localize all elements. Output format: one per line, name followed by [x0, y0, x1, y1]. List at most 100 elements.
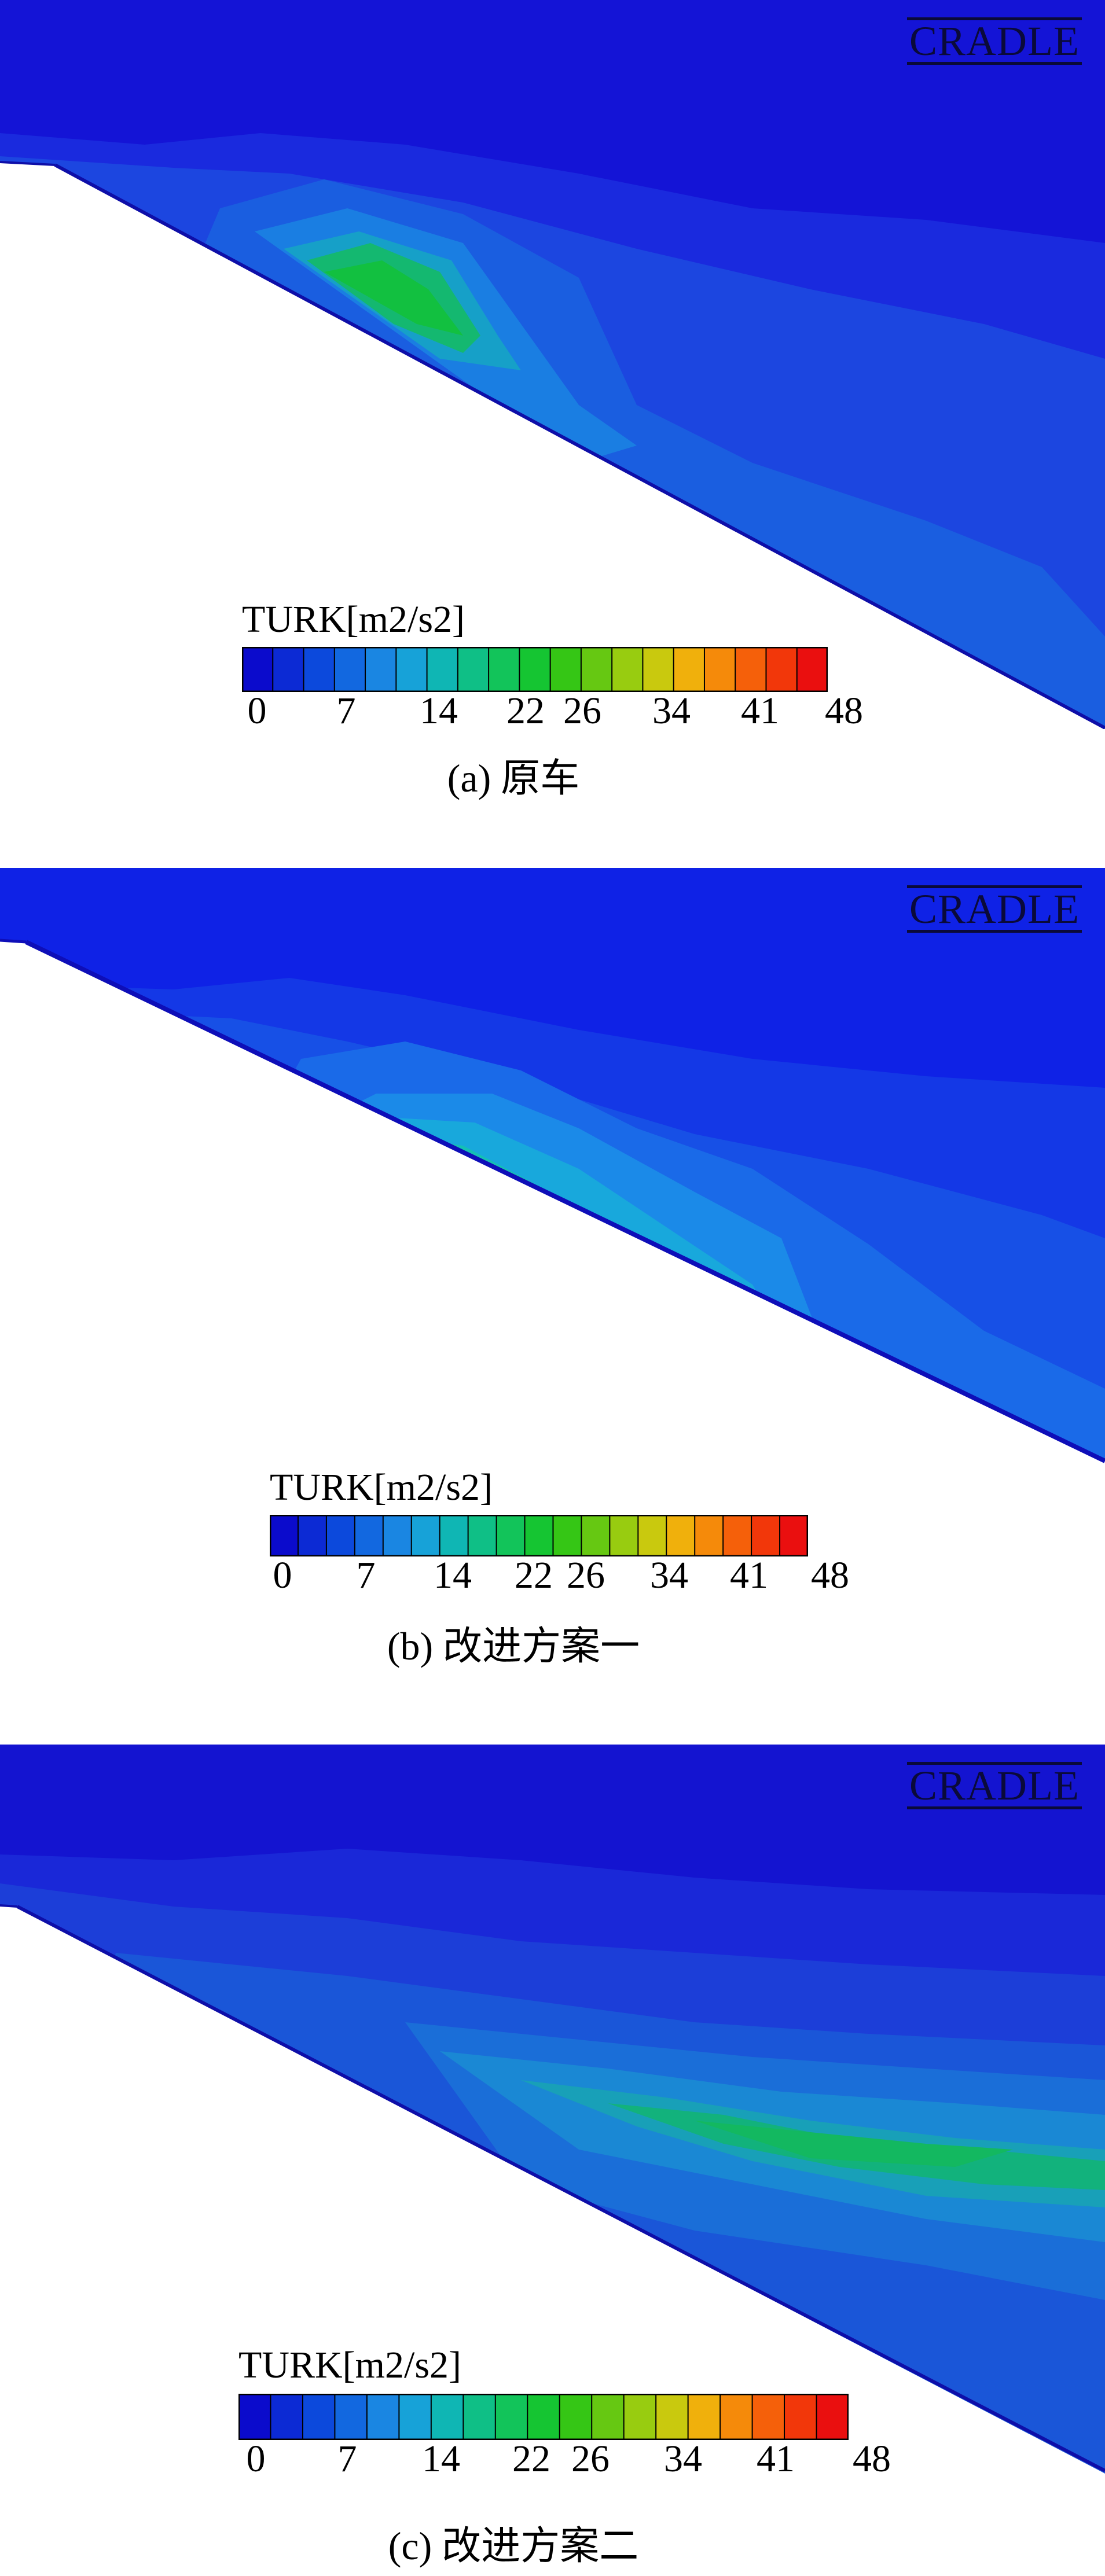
colorbar-border — [242, 647, 828, 692]
legend-title-b: TURK[m2/s2] — [270, 1466, 493, 1508]
colorbar-segment — [411, 1515, 440, 1556]
colorbar-segment — [495, 2394, 528, 2439]
colorbar-segment — [610, 1515, 638, 1556]
colorbar-segment — [399, 2394, 432, 2439]
tick-26: 26 — [571, 2438, 610, 2480]
colorbar-segment — [238, 2394, 271, 2439]
colorbar-segment — [439, 1515, 469, 1556]
colorbar-segment — [720, 2394, 753, 2439]
colorbar-segment — [553, 1515, 582, 1556]
tick-48: 48 — [825, 690, 863, 732]
tick-41: 41 — [730, 1554, 768, 1596]
tick-0: 0 — [273, 1554, 292, 1596]
colorbar-segment — [519, 647, 551, 691]
colorbar-segment — [334, 647, 366, 691]
colorbar-segment — [735, 647, 766, 691]
colorbar-b — [270, 1515, 808, 1556]
legend-b: TURK[m2/s2] 0 7 14 22 26 34 41 48 — [270, 1466, 906, 1595]
tick-48: 48 — [811, 1554, 849, 1596]
contour-field-b — [0, 868, 1105, 1597]
tick-26: 26 — [567, 1554, 605, 1596]
tick-22: 22 — [515, 1554, 553, 1596]
colorbar-segment — [427, 647, 458, 691]
colorbar-segment — [366, 2394, 399, 2439]
contour-field-c — [0, 1745, 1105, 2474]
tick-34: 34 — [664, 2438, 702, 2480]
colorbar-segment — [796, 647, 828, 691]
colorbar-segment — [468, 1515, 497, 1556]
colorbar-segment — [396, 647, 428, 691]
colorbar-segment — [303, 647, 335, 691]
colorbar-segment — [273, 647, 304, 691]
tick-14: 14 — [434, 1554, 472, 1596]
colorbar-segment — [581, 647, 612, 691]
colorbar-segment — [751, 1515, 780, 1556]
colorbar-segment — [816, 2394, 849, 2439]
colorbar-segment — [643, 647, 674, 691]
watermark-c: CRADLE — [907, 1762, 1082, 1809]
tick-7: 7 — [337, 2438, 357, 2480]
colorbar-segment — [581, 1515, 610, 1556]
colorbar-segment — [335, 2394, 368, 2439]
colorbar-segment — [496, 1515, 526, 1556]
colorbar-segment — [354, 1515, 384, 1556]
colorbar-c — [238, 2394, 849, 2440]
colorbar-segment — [666, 1515, 695, 1556]
colorbar-segment — [612, 647, 643, 691]
colorbar-segment — [431, 2394, 464, 2439]
panel-a: CRADLE TURK[m2/s2] 0 7 14 22 26 34 41 48… — [0, 0, 1105, 833]
colorbar-segment — [365, 647, 397, 691]
colorbar-segment — [527, 2394, 560, 2439]
colorbar-segment — [298, 1515, 327, 1556]
colorbar-segment — [270, 2394, 303, 2439]
tick-48: 48 — [853, 2438, 891, 2480]
colorbar-segment — [592, 2394, 625, 2439]
tick-14: 14 — [420, 690, 458, 732]
colorbar-segment — [766, 647, 798, 691]
panel-b: CRADLE TURK[m2/s2] 0 7 14 22 26 34 41 48… — [0, 868, 1105, 1707]
caption-text-b: 改进方案一 — [443, 1624, 640, 1669]
tick-22: 22 — [512, 2438, 550, 2480]
caption-label-b: (b) — [387, 1624, 434, 1668]
caption-label-a: (a) — [447, 756, 491, 800]
legend-title-a: TURK[m2/s2] — [242, 598, 465, 641]
tick-7: 7 — [356, 1554, 376, 1596]
colorbar-segment — [695, 1515, 724, 1556]
panel-c: CRADLE TURK[m2/s2] 0 7 14 22 26 34 41 48… — [0, 1745, 1105, 2576]
tick-34: 34 — [652, 690, 691, 732]
caption-b: (b) 改进方案一 — [387, 1626, 640, 1667]
legend-c: TURK[m2/s2] 0 7 14 22 26 34 41 48 — [238, 2344, 904, 2478]
tick-0: 0 — [247, 690, 267, 732]
legend-a: TURK[m2/s2] 0 7 14 22 26 34 41 48 — [242, 598, 879, 730]
caption-text-c: 改进方案二 — [442, 2523, 639, 2569]
colorbar-segment — [242, 647, 273, 691]
colorbar-border — [270, 1515, 808, 1556]
colorbar-segment — [559, 2394, 592, 2439]
colorbar-segment — [326, 1515, 355, 1556]
colorbar-segment — [457, 647, 489, 691]
colorbar-segment — [302, 2394, 335, 2439]
colorbar-segment — [704, 647, 736, 691]
tick-0: 0 — [246, 2438, 266, 2480]
colorbar-segment — [623, 2394, 656, 2439]
colorbar-segment — [383, 1515, 412, 1556]
colorbar-segment — [489, 647, 520, 691]
watermark-a: CRADLE — [907, 17, 1082, 65]
contour-field-a — [0, 0, 1105, 729]
colorbar-segment — [723, 1515, 752, 1556]
caption-text-a: 原车 — [501, 756, 580, 801]
colorbar-a — [242, 647, 828, 692]
tick-22: 22 — [506, 690, 545, 732]
tick-34: 34 — [650, 1554, 688, 1596]
colorbar-segment — [270, 1515, 299, 1556]
tick-41: 41 — [741, 690, 779, 732]
colorbar-segment — [688, 2394, 721, 2439]
colorbar-segment — [780, 1515, 808, 1556]
colorbar-segment — [784, 2394, 817, 2439]
tick-41: 41 — [757, 2438, 795, 2480]
tick-7: 7 — [336, 690, 356, 732]
colorbar-border — [238, 2394, 849, 2440]
caption-label-c: (c) — [388, 2524, 432, 2568]
legend-title-c: TURK[m2/s2] — [238, 2344, 461, 2386]
colorbar-segment — [656, 2394, 689, 2439]
